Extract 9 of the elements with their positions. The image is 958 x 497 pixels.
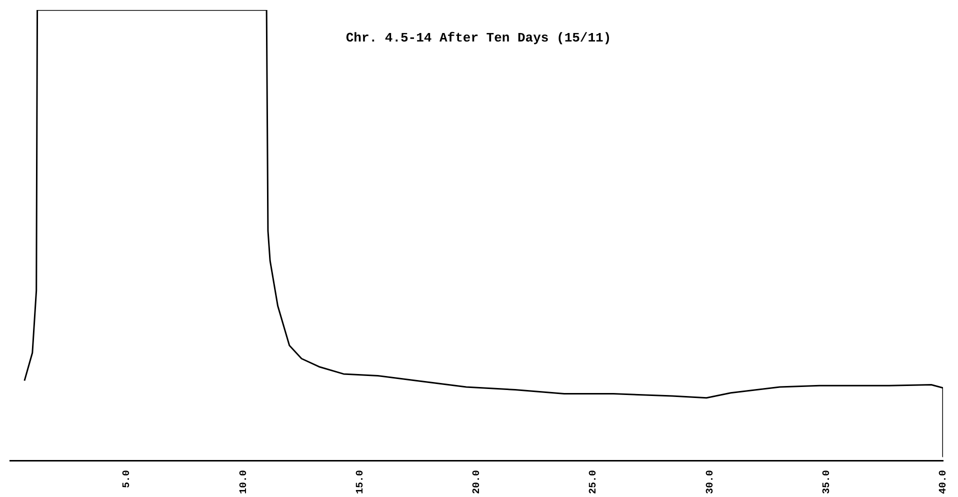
x-tick-label: 15.0 [355,470,366,494]
x-tick-label: 30.0 [705,470,716,494]
text: Chr. 4.5-14 After Ten Days (15/11) [346,30,612,46]
x-tick-label: 5.0 [122,470,134,488]
x-tick-label: 35.0 [822,470,833,494]
x-tick-label: 10.0 [238,470,250,494]
x-tick-label: 40.0 [938,470,950,494]
x-tick-label: 25.0 [588,470,600,494]
x-tick-label: 20.0 [472,470,484,494]
